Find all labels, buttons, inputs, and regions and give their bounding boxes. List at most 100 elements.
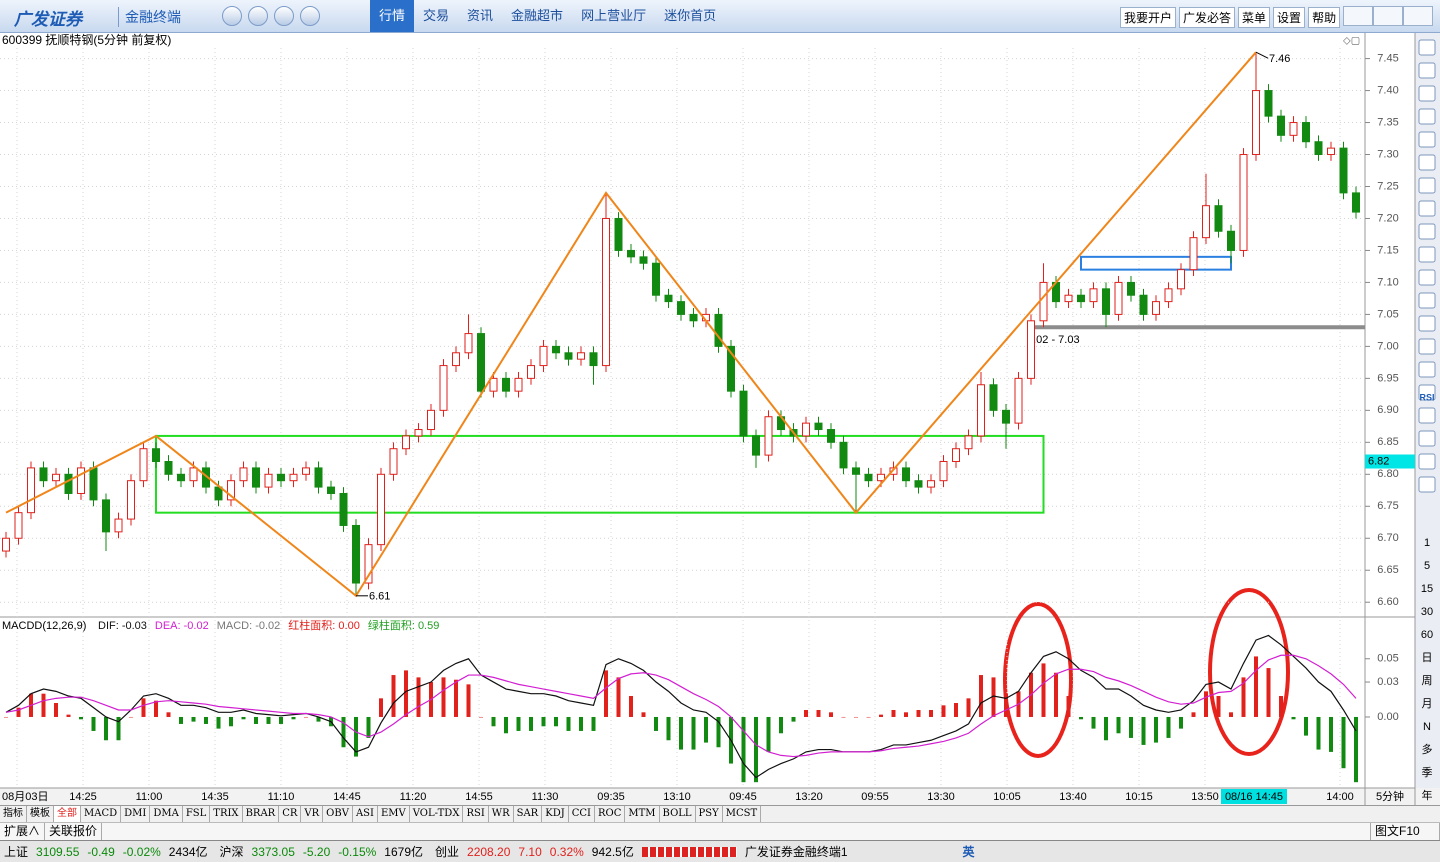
candle-body xyxy=(989,384,998,411)
macd-bar xyxy=(754,716,758,783)
period-button[interactable]: 15 xyxy=(1421,583,1433,595)
indicator-tab[interactable]: FSL xyxy=(183,806,211,822)
macd-bar xyxy=(1004,693,1008,717)
macd-bar xyxy=(466,684,471,717)
candle-body xyxy=(177,473,185,482)
macd-bar xyxy=(991,677,996,717)
x-tick-label: 13:40 xyxy=(1059,791,1087,803)
menu-tab[interactable]: 交易 xyxy=(423,8,450,23)
x-tick-label: 13:50 xyxy=(1191,791,1219,803)
menu-tab[interactable]: 网上营业厅 xyxy=(581,8,647,23)
macd-bar xyxy=(66,714,71,717)
indicator-tab[interactable]: RSI xyxy=(463,806,489,822)
action-button[interactable]: 我要开户 xyxy=(1120,7,1177,28)
menu-tab[interactable]: 行情 xyxy=(370,0,415,32)
period-button[interactable]: 周 xyxy=(1422,674,1433,687)
chart-title: 600399 抚顺特钢(5分钟 前复权) xyxy=(2,32,171,47)
indicator-tab[interactable]: CCI xyxy=(569,806,595,822)
candle-body xyxy=(227,480,235,501)
more-button[interactable] xyxy=(300,6,320,26)
candle-body xyxy=(627,249,635,258)
macd-bar xyxy=(829,712,833,717)
action-button[interactable]: 菜单 xyxy=(1238,7,1271,28)
period-button[interactable]: N xyxy=(1423,721,1431,733)
macd-bar xyxy=(341,716,346,748)
maximize[interactable] xyxy=(1373,6,1403,26)
macd-bar xyxy=(16,707,21,717)
indicator-tab[interactable]: TRIX xyxy=(210,806,243,822)
menu-tab[interactable]: 迷你首页 xyxy=(664,8,717,23)
period-button[interactable]: 日 xyxy=(1422,652,1433,664)
candle-body xyxy=(89,467,98,501)
indicator-tab[interactable]: OBV xyxy=(323,806,353,822)
x-tick-label: 13:20 xyxy=(795,791,823,803)
panel-icon: ◇▢ xyxy=(1343,36,1360,47)
status-item: 上证 xyxy=(4,845,29,859)
home-button[interactable] xyxy=(222,6,242,26)
indicator-tab[interactable]: SAR xyxy=(514,806,543,822)
macd-bar xyxy=(854,716,858,718)
candle-body xyxy=(1164,288,1173,303)
indicator-tab[interactable]: ROC xyxy=(595,806,626,822)
close[interactable] xyxy=(1403,6,1433,26)
menu-tab[interactable]: 资讯 xyxy=(467,8,494,23)
indicator-tab[interactable]: ASI xyxy=(353,806,378,822)
period-button[interactable]: 60 xyxy=(1421,629,1433,641)
indicator-tab[interactable]: DMA xyxy=(150,806,183,822)
action-button[interactable]: 设置 xyxy=(1273,7,1306,28)
macd-bar xyxy=(441,677,446,717)
period-button[interactable]: 30 xyxy=(1421,606,1433,618)
forward-button[interactable] xyxy=(274,6,294,26)
indicator-tab[interactable]: 指标 xyxy=(0,806,27,822)
period-button[interactable]: 多 xyxy=(1422,742,1433,756)
indicator-tab[interactable]: BOLL xyxy=(660,806,696,822)
candle-body xyxy=(739,390,748,437)
indicator-tab[interactable]: MTM xyxy=(625,806,660,822)
indicator-tab[interactable]: EMV xyxy=(378,806,410,822)
x-tick-label: 14:35 xyxy=(201,791,229,803)
macd-bar xyxy=(1179,716,1183,729)
status-item: 2434亿 xyxy=(168,845,208,859)
product: 金融终端 xyxy=(118,7,181,27)
indicator-tab[interactable]: KDJ xyxy=(542,806,569,822)
extra-tab[interactable]: 关联报价 xyxy=(45,823,103,840)
macd-bar xyxy=(841,716,846,718)
macd-bar xyxy=(1291,716,1296,720)
period-button[interactable]: 1 xyxy=(1424,537,1430,549)
back-button[interactable] xyxy=(248,6,268,26)
action-button[interactable]: 广发必答 xyxy=(1179,7,1236,28)
indicator-tab[interactable]: PSY xyxy=(696,806,723,822)
candle-body xyxy=(464,333,473,354)
x-tick-label: 13:10 xyxy=(663,791,691,803)
period-button[interactable]: 季 xyxy=(1422,766,1433,779)
period-button[interactable]: 年 xyxy=(1422,788,1433,802)
indicator-tab[interactable]: BRAR xyxy=(243,806,280,822)
indicator-tab[interactable]: VR xyxy=(301,806,324,822)
indicator-tab[interactable]: MCST xyxy=(723,806,762,822)
tool-icon xyxy=(1418,177,1436,194)
tool-icon xyxy=(1418,154,1436,171)
minimize[interactable] xyxy=(1343,6,1373,26)
candle-body xyxy=(489,377,498,392)
menu-tab[interactable]: 金融超市 xyxy=(511,8,564,23)
f10-button[interactable]: 图文F10 xyxy=(1370,823,1440,840)
indicator-tab[interactable]: WR xyxy=(489,806,514,822)
period-button[interactable]: 5 xyxy=(1424,560,1430,572)
candle-body xyxy=(1114,281,1123,315)
indicator-tab[interactable]: CR xyxy=(279,806,302,822)
extra-tab[interactable]: 扩展∧ xyxy=(0,823,46,840)
indicator-tab[interactable]: VOL-TDX xyxy=(410,806,464,822)
indicator-tab[interactable]: DMI xyxy=(121,806,151,822)
macd-bar xyxy=(354,716,358,757)
status-item: 3109.55 xyxy=(36,844,80,859)
action-button[interactable]: 帮助 xyxy=(1308,7,1341,28)
indicator-tab[interactable]: MACD xyxy=(81,806,122,822)
period-button[interactable]: 月 xyxy=(1422,698,1433,710)
macd-bar xyxy=(929,709,933,717)
tool-icon xyxy=(1418,223,1436,240)
candle-body xyxy=(839,441,848,469)
indicator-tab[interactable]: 模板 xyxy=(27,806,54,822)
candle-body xyxy=(664,294,673,303)
macd-bar xyxy=(191,716,196,722)
indicator-tab[interactable]: 全部 xyxy=(54,806,81,822)
